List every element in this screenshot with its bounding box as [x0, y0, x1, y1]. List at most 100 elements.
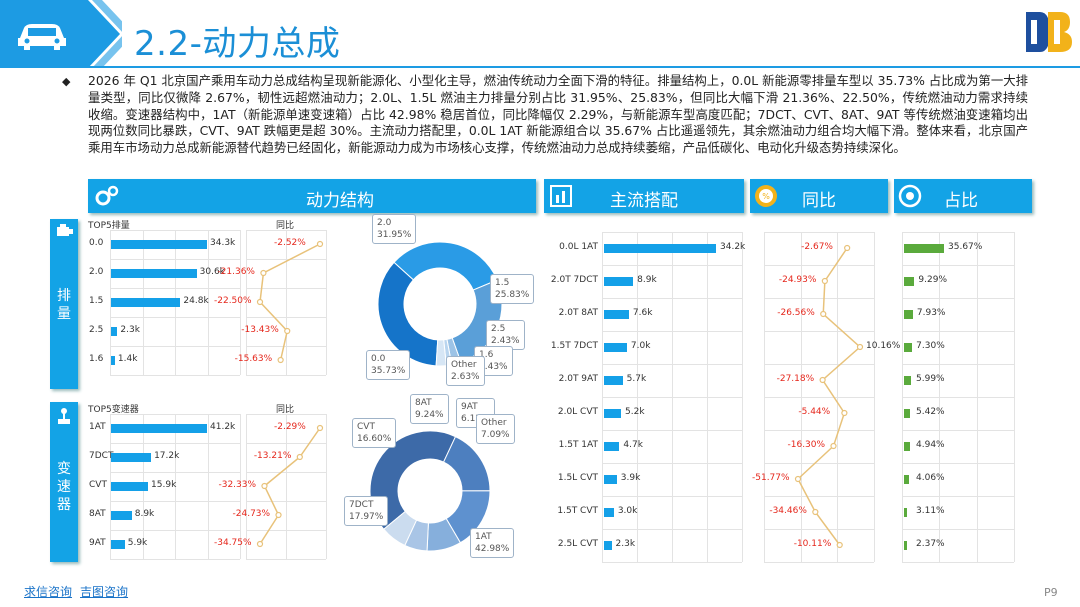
side-label-displacement: 排量 [57, 288, 71, 322]
displacement-donut-slice [435, 339, 447, 367]
disp-value: 24.8k [183, 296, 209, 306]
match-yoy-value: -5.44% [798, 407, 831, 417]
trans-value: 17.2k [154, 451, 180, 461]
displacement-donut-pct: 1.43% [479, 362, 508, 372]
displacement-donut [377, 241, 503, 367]
disp-bar [111, 356, 115, 365]
transmission-donut-name: Other [481, 418, 507, 428]
match-bar [604, 508, 614, 517]
grid-hline [110, 288, 240, 289]
disp-value: 30.6k [199, 267, 225, 277]
transmission-donut-pct: 9.24% [415, 410, 444, 420]
trans-bar [111, 424, 207, 433]
grid-hline [246, 230, 326, 231]
grid-hline [902, 298, 1014, 299]
grid-hline [764, 364, 874, 365]
disp-bar [111, 327, 118, 336]
grid-hline [764, 463, 874, 464]
displacement-donut-name: 1.5 [495, 278, 510, 288]
displacement-yoy-label: 同比 [276, 221, 295, 231]
trans-category: CVT [89, 480, 107, 490]
grid-hline [602, 430, 742, 431]
displacement-top-label: TOP5排量 [88, 221, 130, 231]
match-yoy-value: -34.46% [769, 506, 807, 516]
side-label-transmission: 变速器 [57, 461, 71, 513]
transmission-yoy-line [256, 424, 324, 548]
match-share-bar [904, 541, 907, 550]
transmission-donut-pct: 16.60% [357, 434, 392, 444]
page-title: 2.2-动力总成 [134, 24, 341, 64]
grid-hline [110, 230, 240, 231]
trans-bar [111, 482, 149, 491]
match-share-value: 5.42% [916, 407, 945, 417]
match-yoy-point [841, 409, 848, 417]
grid-hline [764, 298, 874, 299]
grid-vline [246, 230, 247, 375]
grid-hline [602, 529, 742, 530]
trans-category: 9AT [89, 538, 106, 548]
trans-yoy-point [316, 424, 324, 432]
match-share-value: 5.99% [916, 374, 945, 384]
grid-hline [246, 317, 326, 318]
transmission-donut-name: 8AT [415, 398, 432, 408]
grid-hline [110, 530, 240, 531]
grid-hline [110, 472, 240, 473]
trans-yoy-value: -32.33% [218, 480, 257, 490]
grid-vline [207, 230, 209, 375]
section-yoy-label: 同比 [802, 191, 836, 211]
grid-hline [902, 397, 1014, 398]
match-share-bar [904, 310, 913, 319]
displacement-donut-callout: 0.0 35.73% [366, 350, 411, 380]
header-band [0, 0, 1080, 68]
brand-logo-icon [1026, 12, 1072, 52]
match-bar [604, 343, 627, 352]
match-share-value: 3.11% [916, 506, 945, 516]
match-bar [604, 376, 623, 385]
match-bar [604, 310, 629, 319]
section-power-label: 动力结构 [306, 191, 374, 211]
match-yoy-line [794, 244, 864, 549]
match-yoy-value: -26.56% [777, 308, 815, 318]
grid-hline [246, 375, 326, 376]
match-yoy-value: -16.30% [787, 440, 826, 450]
match-share-bar [904, 508, 908, 517]
footer-link-jitu[interactable]: 吉图咨询 [80, 585, 129, 599]
match-yoy-point [830, 442, 837, 450]
displacement-donut-pct: 25.83% [495, 290, 530, 300]
disp-bar [111, 240, 207, 249]
match-share-bar [904, 442, 910, 451]
match-share-bar [904, 409, 911, 418]
disp-bar [111, 269, 197, 278]
match-yoy-value: -24.93% [778, 275, 817, 285]
bar-chart-icon [550, 185, 572, 207]
trans-yoy-value: -34.75% [214, 538, 252, 548]
grid-hline [902, 463, 1014, 464]
grid-hline [246, 501, 326, 502]
transmission-donut-callout: 7DCT 17.97% [344, 496, 389, 526]
disp-value: 34.3k [210, 238, 236, 248]
transmission-donut-pct: 6.12% [461, 413, 490, 425]
section-share-label: 占比 [944, 191, 978, 211]
grid-hline [602, 232, 742, 233]
grid-hline [602, 265, 742, 266]
match-value: 2.3k [615, 539, 636, 549]
displacement-donut-callout: 2.0 31.95% [372, 214, 417, 244]
grid-hline [902, 331, 1014, 332]
engine-icon [57, 224, 73, 236]
match-category: 2.0L CVT [557, 407, 598, 417]
grid-hline [246, 259, 326, 260]
grid-vline [207, 414, 209, 559]
disp-yoy-value: -22.50% [214, 296, 252, 306]
grid-hline [110, 375, 240, 376]
grid-hline [602, 397, 742, 398]
grid-hline [246, 346, 326, 347]
footer-link-qiuxin[interactable]: 求信咨询 [24, 585, 73, 599]
grid-vline [1014, 232, 1015, 562]
disp-value: 1.4k [117, 354, 138, 364]
header-underline [0, 66, 1080, 68]
grid-hline [246, 288, 326, 289]
trans-value: 8.9k [134, 509, 155, 519]
disp-yoy-value: -13.43% [241, 325, 279, 335]
transmission-donut-name: 9AT [461, 402, 478, 412]
transmission-donut-callout: 8AT 9.24% [410, 394, 449, 424]
